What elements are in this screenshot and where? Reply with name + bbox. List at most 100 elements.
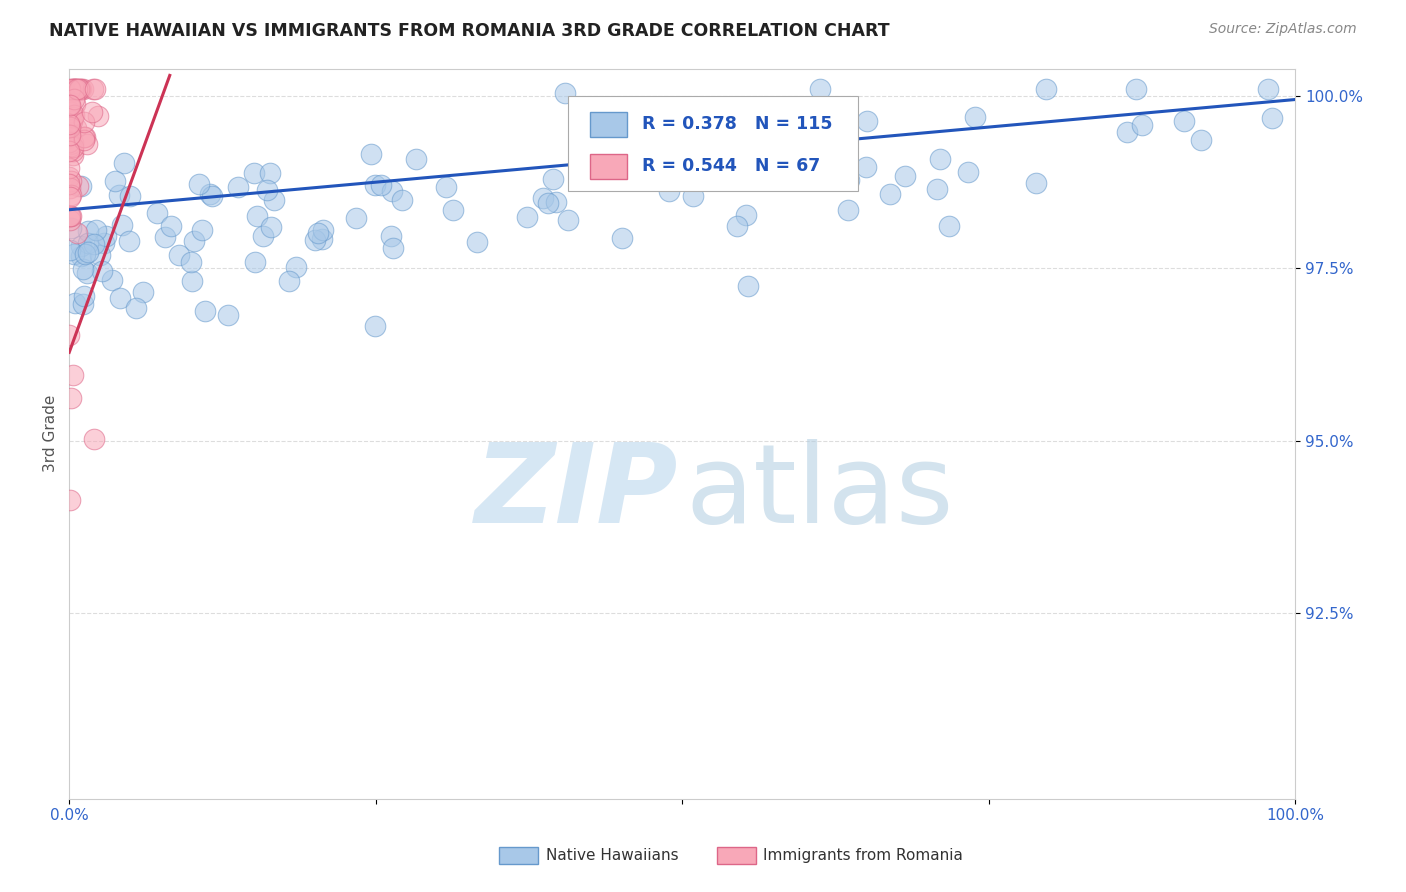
Point (311, 232, 333, 246)
Point (187, 177, 209, 191)
Point (59, 243, 82, 257)
Point (263, 193, 285, 207)
Point (60, 114, 83, 128)
Point (808, 82, 831, 96)
Point (1125, 82, 1147, 96)
Point (1261, 111, 1284, 125)
Point (58, 135, 80, 149)
Point (63, 108, 86, 122)
Point (118, 234, 141, 248)
Point (73, 129, 96, 144)
Point (72, 82, 94, 96)
Point (344, 211, 367, 226)
Point (125, 301, 148, 315)
Point (252, 228, 274, 243)
Point (734, 208, 756, 222)
Text: Immigrants from Romania: Immigrants from Romania (763, 848, 963, 863)
Point (65, 96, 87, 111)
Point (63, 82, 86, 96)
Point (83, 236, 105, 251)
Text: Source: ZipAtlas.com: Source: ZipAtlas.com (1209, 22, 1357, 37)
Point (246, 209, 269, 223)
Point (243, 166, 266, 180)
Point (62, 111, 84, 125)
Point (63, 92, 86, 106)
Text: NATIVE HAWAIIAN VS IMMIGRANTS FROM ROMANIA 3RD GRADE CORRELATION CHART: NATIVE HAWAIIAN VS IMMIGRANTS FROM ROMAN… (49, 22, 890, 40)
Point (181, 274, 204, 288)
Point (84, 223, 107, 237)
Point (94, 228, 117, 243)
Point (58, 98, 80, 112)
Point (169, 247, 191, 261)
Point (658, 184, 681, 198)
Point (259, 166, 281, 180)
Text: ZIP: ZIP (475, 439, 679, 546)
Point (963, 110, 986, 124)
Point (927, 182, 949, 196)
Point (725, 219, 748, 234)
Point (312, 223, 335, 237)
Point (146, 206, 169, 220)
Point (108, 291, 131, 305)
Point (59, 188, 82, 202)
Point (72, 289, 94, 303)
Point (62, 144, 84, 158)
Text: R = 0.378   N = 115: R = 0.378 N = 115 (641, 115, 832, 134)
Point (381, 185, 404, 199)
Point (59, 129, 82, 144)
FancyBboxPatch shape (591, 153, 627, 179)
Point (93, 236, 115, 251)
Point (201, 188, 224, 202)
Point (62, 136, 84, 150)
Point (59, 190, 82, 204)
Point (285, 260, 308, 275)
Point (59, 139, 82, 153)
Point (837, 203, 859, 218)
Point (63, 247, 86, 261)
Point (160, 219, 183, 233)
Point (70, 178, 93, 193)
Point (60, 104, 83, 119)
Point (59, 120, 82, 135)
Point (382, 241, 405, 255)
Point (82, 82, 104, 96)
Point (62, 82, 84, 96)
Point (59, 493, 82, 508)
Point (59, 99, 82, 113)
Point (58, 169, 80, 184)
Point (191, 223, 214, 237)
Point (226, 180, 249, 194)
Point (86, 109, 108, 123)
Point (58, 117, 80, 131)
Point (111, 218, 134, 232)
Point (62, 82, 84, 96)
Point (557, 213, 579, 227)
Point (1173, 114, 1195, 128)
Point (63, 85, 86, 99)
Point (554, 87, 576, 101)
Point (682, 188, 704, 202)
Point (62, 148, 84, 162)
Point (59, 134, 82, 148)
Point (536, 195, 558, 210)
Point (579, 123, 602, 137)
Point (60, 174, 83, 188)
Point (65, 120, 87, 135)
Point (59, 128, 82, 142)
Point (799, 137, 821, 152)
Point (307, 227, 329, 241)
Point (380, 229, 402, 244)
Point (1116, 125, 1139, 139)
Point (256, 183, 278, 197)
Point (65, 82, 87, 96)
Point (679, 139, 702, 153)
Point (360, 146, 382, 161)
Point (543, 172, 565, 186)
FancyBboxPatch shape (568, 95, 858, 191)
Point (77, 235, 100, 250)
Point (70, 82, 93, 96)
Point (245, 255, 267, 269)
Point (610, 230, 633, 244)
Point (131, 285, 153, 299)
Point (70, 239, 93, 253)
